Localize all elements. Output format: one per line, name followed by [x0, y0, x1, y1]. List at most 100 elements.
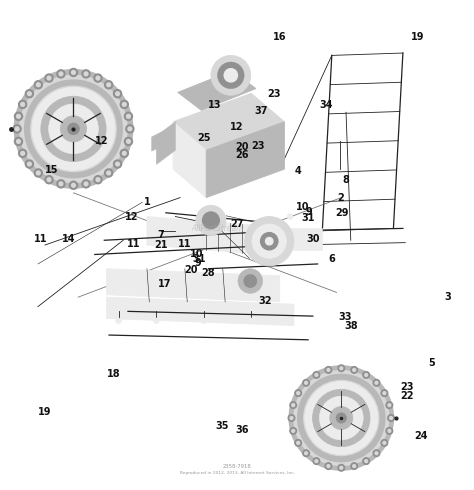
- Polygon shape: [206, 122, 284, 197]
- Circle shape: [388, 429, 391, 432]
- Circle shape: [36, 171, 40, 175]
- Polygon shape: [107, 269, 280, 302]
- Text: 36: 36: [235, 425, 248, 435]
- Text: 10: 10: [191, 249, 204, 260]
- Text: 33: 33: [338, 312, 352, 322]
- Text: 14: 14: [62, 234, 75, 245]
- Circle shape: [290, 416, 293, 419]
- Circle shape: [202, 212, 219, 229]
- Circle shape: [34, 169, 42, 177]
- Circle shape: [388, 404, 391, 407]
- Circle shape: [107, 83, 110, 87]
- Text: 23: 23: [400, 382, 413, 392]
- Text: 13: 13: [208, 100, 221, 110]
- Text: 12: 12: [125, 212, 138, 221]
- Text: 22: 22: [400, 391, 413, 401]
- Circle shape: [193, 238, 199, 243]
- Circle shape: [292, 429, 295, 432]
- Circle shape: [67, 123, 79, 135]
- Circle shape: [105, 81, 113, 89]
- Circle shape: [313, 458, 319, 465]
- Circle shape: [225, 280, 230, 286]
- Circle shape: [116, 162, 119, 166]
- Circle shape: [17, 115, 20, 118]
- Circle shape: [17, 140, 20, 143]
- Circle shape: [114, 90, 122, 98]
- Circle shape: [325, 367, 332, 373]
- Circle shape: [295, 390, 301, 396]
- Circle shape: [303, 450, 310, 457]
- Circle shape: [373, 450, 380, 457]
- Circle shape: [48, 104, 99, 154]
- Circle shape: [34, 81, 42, 89]
- Text: 15: 15: [46, 165, 59, 175]
- Circle shape: [201, 318, 207, 324]
- Circle shape: [290, 402, 297, 409]
- Circle shape: [15, 127, 19, 131]
- Circle shape: [365, 460, 368, 463]
- Text: 10: 10: [296, 202, 309, 212]
- Circle shape: [114, 160, 122, 168]
- Circle shape: [315, 373, 318, 376]
- Text: 8: 8: [343, 174, 349, 185]
- Circle shape: [298, 374, 385, 462]
- Circle shape: [381, 440, 388, 446]
- Circle shape: [45, 175, 53, 184]
- Circle shape: [319, 396, 363, 440]
- Text: 1: 1: [144, 197, 150, 207]
- Circle shape: [353, 368, 356, 371]
- Circle shape: [353, 465, 356, 467]
- Circle shape: [265, 238, 273, 245]
- Circle shape: [18, 149, 27, 157]
- Circle shape: [303, 379, 310, 386]
- Circle shape: [386, 402, 392, 409]
- Circle shape: [263, 306, 268, 312]
- Text: 11: 11: [127, 239, 140, 249]
- Circle shape: [125, 112, 133, 121]
- Circle shape: [290, 428, 297, 434]
- Circle shape: [340, 466, 343, 469]
- Circle shape: [375, 381, 378, 384]
- Circle shape: [105, 169, 113, 177]
- Circle shape: [189, 300, 195, 306]
- Circle shape: [82, 180, 90, 188]
- Circle shape: [237, 281, 242, 287]
- Circle shape: [330, 407, 353, 429]
- Circle shape: [25, 90, 33, 98]
- Circle shape: [279, 221, 285, 226]
- Circle shape: [383, 392, 386, 394]
- Text: 35: 35: [215, 421, 228, 431]
- Text: 32: 32: [259, 296, 272, 306]
- Text: 11: 11: [34, 234, 47, 245]
- Circle shape: [82, 70, 90, 78]
- Circle shape: [84, 72, 88, 76]
- Circle shape: [327, 465, 330, 467]
- Circle shape: [25, 160, 33, 168]
- Circle shape: [336, 413, 346, 423]
- Circle shape: [292, 404, 295, 407]
- Text: 2358-7918: 2358-7918: [223, 465, 251, 469]
- Circle shape: [45, 74, 53, 82]
- Circle shape: [365, 373, 368, 376]
- Circle shape: [96, 178, 100, 182]
- Circle shape: [13, 125, 21, 133]
- Text: 23: 23: [267, 89, 281, 99]
- Text: 31: 31: [301, 213, 315, 222]
- Text: 21: 21: [155, 240, 168, 250]
- Circle shape: [18, 100, 27, 108]
- Text: 23: 23: [252, 142, 265, 151]
- Circle shape: [196, 205, 226, 236]
- Circle shape: [61, 116, 86, 142]
- Circle shape: [96, 76, 100, 80]
- Circle shape: [124, 275, 130, 281]
- Circle shape: [289, 366, 393, 470]
- Circle shape: [185, 238, 191, 244]
- Circle shape: [72, 183, 75, 187]
- Circle shape: [116, 92, 119, 96]
- Circle shape: [244, 275, 256, 287]
- Text: 16: 16: [273, 32, 286, 43]
- Circle shape: [84, 182, 88, 186]
- Circle shape: [72, 71, 75, 74]
- Circle shape: [325, 463, 332, 469]
- Text: 17: 17: [158, 279, 172, 289]
